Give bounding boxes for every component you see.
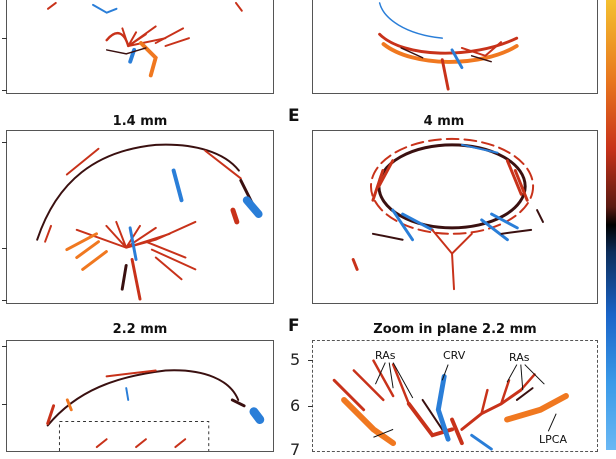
vessel-image-top-left (46, 1, 243, 78)
tick-1-4mm-2 (2, 248, 7, 249)
panel-title-1-4mm: 1.4 mm (112, 114, 168, 129)
zoom-region-box (58, 421, 210, 451)
panel-zoom: RAs CRV RAs LPCA (312, 340, 598, 452)
vessel-image-zoom (332, 359, 569, 451)
tick-top-left-1 (2, 38, 7, 39)
annotation-crv: CRV (443, 349, 466, 362)
tick-2-2mm-1 (2, 346, 7, 347)
panel-title-2-2mm: 2.2 mm (112, 322, 168, 337)
colorbar (606, 0, 616, 450)
panel-2-2mm (6, 340, 274, 452)
zoom-ytick-6: 6 (290, 396, 301, 415)
tick-1-4mm-1 (2, 142, 7, 143)
panel-letter-f: F (288, 316, 300, 336)
zoom-tick-6 (308, 406, 313, 407)
panel-top-right (312, 0, 598, 94)
vessel-image-top-right (378, 2, 519, 91)
vessel-image-2-2mm (46, 369, 265, 451)
panel-title-zoom: Zoom in plane 2.2 mm (373, 322, 537, 337)
annotation-lpca: LPCA (539, 433, 567, 446)
annotation-ras-right: RAs (509, 351, 530, 364)
tick-top-left-2 (2, 90, 7, 91)
tick-2-2mm-2 (2, 404, 7, 405)
panel-1-4mm (6, 130, 274, 304)
panel-4mm (312, 130, 598, 304)
panel-top-left (6, 0, 274, 94)
vessel-image-4mm (351, 137, 544, 291)
panel-title-4mm: 4 mm (423, 114, 465, 129)
zoom-ytick-5: 5 (290, 350, 301, 369)
zoom-tick-5 (308, 360, 313, 361)
tick-1-4mm-3 (2, 300, 7, 301)
annotation-ras-left: RAs (375, 349, 396, 362)
vessel-image-1-4mm (36, 143, 263, 301)
panel-letter-e: E (288, 106, 300, 126)
